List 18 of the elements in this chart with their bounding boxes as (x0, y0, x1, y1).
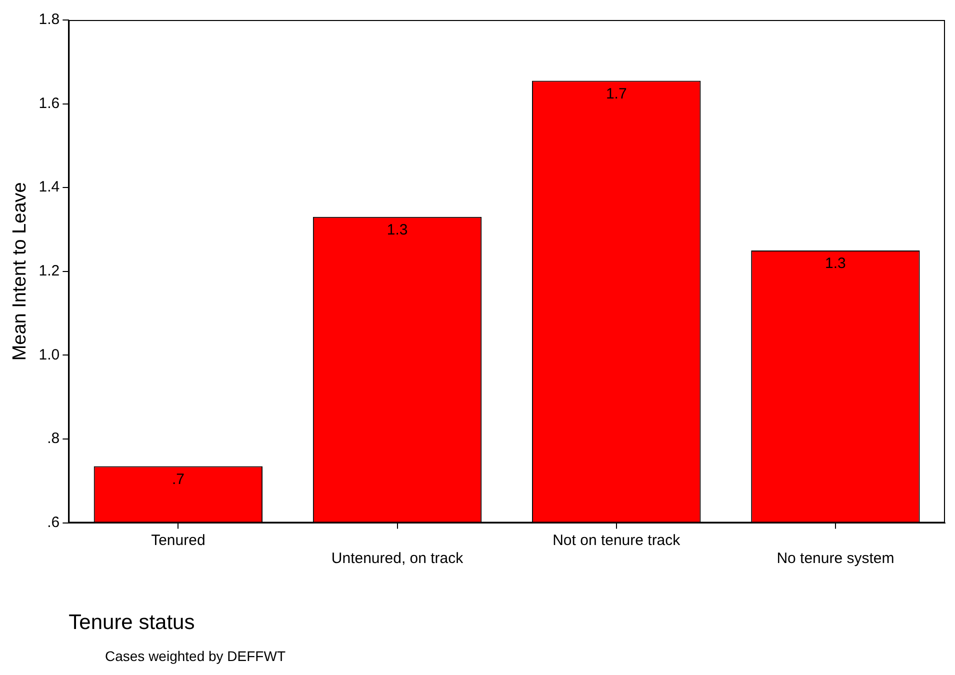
y-tick-label: .8 (47, 430, 60, 448)
data-label: .7 (172, 470, 184, 488)
x-tick-label: Tenured (151, 532, 206, 549)
y-tick-label: 1.8 (38, 11, 60, 28)
y-tick-label: 1.4 (38, 178, 60, 196)
y-tick-label: 1.0 (38, 346, 60, 364)
y-tick-label: 1.6 (38, 94, 60, 112)
x-tick-label: Untenured, on track (331, 550, 464, 567)
data-label: 1.3 (386, 222, 408, 239)
text: Cases weighted by DEFFWT (105, 648, 286, 664)
x-tick-label: Not on tenure track (552, 532, 681, 549)
data-label: 1.3 (825, 255, 846, 272)
x-tick-label: No tenure system (776, 550, 894, 567)
data-label: 1.7 (606, 85, 627, 102)
y-tick-label: 1.2 (38, 262, 60, 280)
y-tick-label: .6 (47, 514, 60, 531)
x-axis-title: Tenure status (68, 611, 195, 634)
y-axis-title: Mean Intent to Leave (10, 182, 31, 361)
